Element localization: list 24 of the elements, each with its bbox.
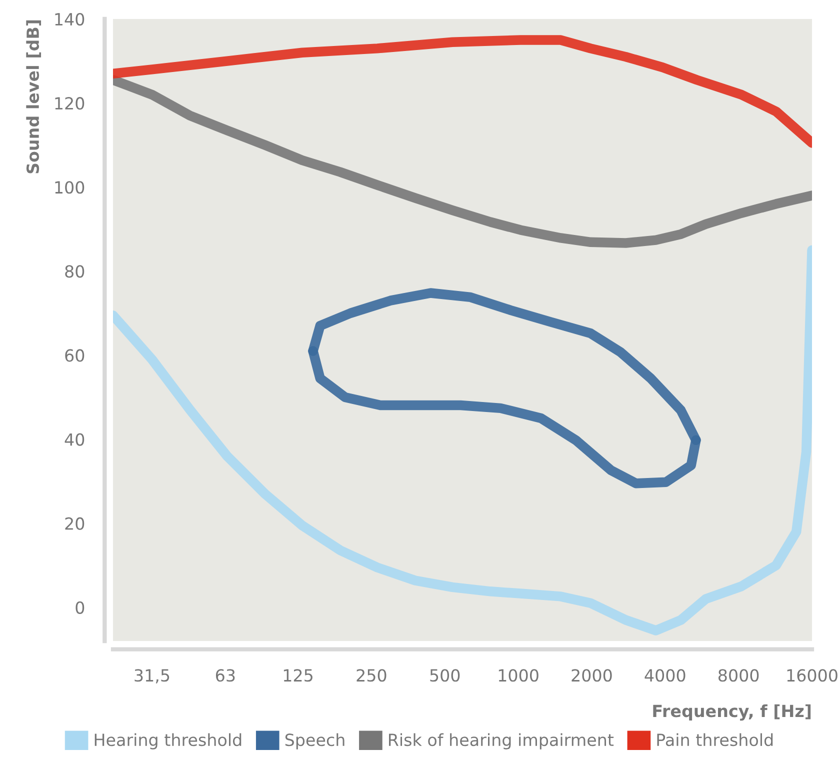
y-tick-label: 120 xyxy=(55,97,84,110)
x-tick-label: 8000 xyxy=(718,669,759,682)
x-tick-label: 1000 xyxy=(498,669,538,682)
x-tick-label: 4000 xyxy=(644,669,686,682)
legend-label: Speech xyxy=(285,733,344,750)
legend-label: Risk of hearing impairment xyxy=(389,733,614,750)
x-tick-label: 63 xyxy=(216,669,235,682)
y-tick-label: 140 xyxy=(55,12,84,26)
y-tick-label: 60 xyxy=(65,349,84,362)
x-tick-label: 125 xyxy=(284,669,312,682)
x-tick-label: 31,5 xyxy=(134,669,170,684)
x-tick-label: 16000 xyxy=(787,669,838,682)
x-tick-label: 500 xyxy=(430,669,460,682)
legend-label: Hearing threshold xyxy=(94,733,242,750)
y-axis-title: Sound level [dB] xyxy=(26,20,42,174)
y-tick-label: 80 xyxy=(65,265,84,278)
x-axis-title: Frequency, f [Hz] xyxy=(653,704,811,721)
y-tick-label: 20 xyxy=(65,517,84,530)
y-tick-label: 40 xyxy=(64,433,84,446)
y-tick-label: 100 xyxy=(55,181,84,194)
y-tick-label: 0 xyxy=(76,601,84,614)
x-tick-label: 2000 xyxy=(572,669,612,682)
x-tick-label: 250 xyxy=(356,669,386,682)
legend-label: Pain threshold xyxy=(657,733,773,746)
